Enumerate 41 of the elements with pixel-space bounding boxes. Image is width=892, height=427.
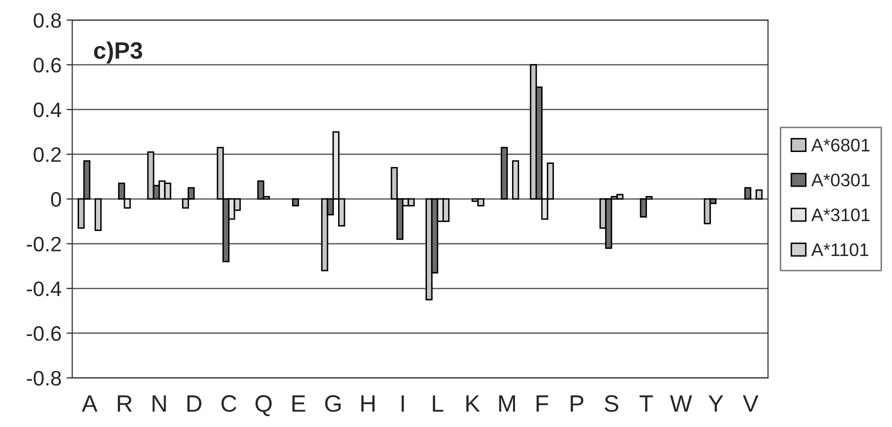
y-tick-label: 0.8	[34, 13, 61, 28]
x-tick-label: V	[742, 395, 758, 412]
legend-label: A*3101	[811, 208, 870, 222]
x-tick-label: D	[187, 395, 202, 412]
y-tick-label: -0.4	[26, 281, 62, 296]
bar	[94, 198, 102, 231]
y-tick-label: 0.2	[34, 147, 61, 162]
y-tick-label: -0.6	[26, 326, 61, 341]
x-tick-label: N	[152, 395, 166, 412]
x-tick-label: R	[118, 395, 132, 412]
x-tick-label: T	[640, 395, 653, 412]
bar	[744, 187, 752, 200]
x-tick-label: F	[536, 395, 548, 412]
bar	[756, 189, 763, 200]
x-tick-label: M	[499, 395, 515, 412]
x-tick-label: C	[221, 395, 236, 412]
x-tick-label: P	[570, 395, 584, 412]
bar	[292, 198, 300, 206]
legend-label: A*1101	[811, 243, 868, 256]
bar	[147, 151, 154, 200]
x-tick-label: Q	[256, 395, 272, 416]
x-tick-label: K	[466, 395, 480, 412]
bar	[500, 146, 508, 200]
y-tick-label: 0.6	[34, 58, 61, 73]
y-tick-label: -0.8	[26, 370, 61, 386]
x-tick-label: A	[82, 395, 98, 412]
x-tick-label: L	[432, 395, 444, 412]
x-tick-label: W	[670, 395, 692, 412]
x-tick-label: Y	[708, 395, 724, 412]
y-tick-label: 0.4	[34, 102, 62, 118]
y-tick-label: 0	[51, 192, 62, 207]
bar	[512, 160, 520, 200]
legend-label: A*0301	[811, 174, 870, 186]
text: c)P3	[94, 42, 142, 64]
x-tick-label: E	[292, 395, 306, 412]
x-tick-label: I	[402, 395, 404, 412]
x-tick-label: H	[361, 395, 375, 412]
x-tick-label: G	[325, 395, 341, 412]
x-tick-label: S	[604, 395, 618, 412]
y-tick-label: -0.2	[26, 236, 61, 252]
legend-label: A*6801	[811, 138, 870, 152]
